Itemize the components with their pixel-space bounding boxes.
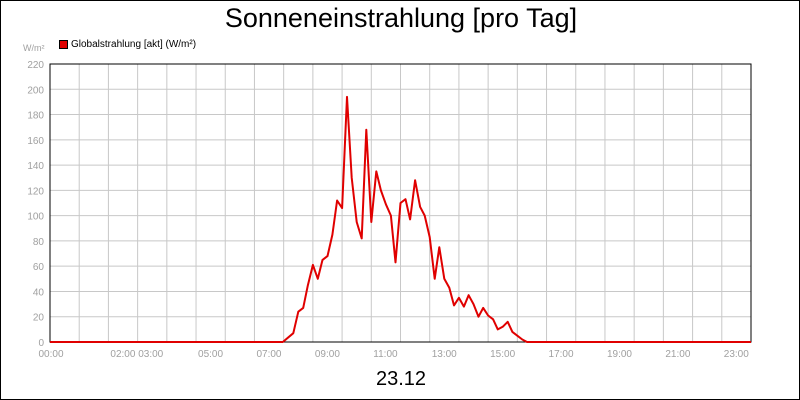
- y-tick-label: 120: [27, 186, 44, 197]
- x-tick-label: 05:00: [198, 349, 223, 360]
- y-tick-label: 100: [27, 212, 44, 223]
- y-tick-label: 80: [33, 237, 45, 248]
- x-tick-label: 17:00: [549, 349, 574, 360]
- y-axis-ticks: 0 20 40 60 80 100 120 140 160 180 200 220: [27, 60, 44, 349]
- x-tick-label: 21:00: [665, 349, 690, 360]
- x-tick-label: 00:00: [38, 349, 63, 360]
- y-tick-label: 160: [27, 136, 44, 147]
- x-tick-label: 19:00: [607, 349, 632, 360]
- x-tick-label: 11:00: [373, 349, 398, 360]
- x-tick-label: 13:00: [432, 349, 457, 360]
- legend-swatch: [59, 40, 68, 49]
- legend-label: Globalstrahlung [akt] (W/m²): [71, 39, 197, 50]
- series-line: [50, 95, 751, 343]
- y-tick-label: 20: [33, 313, 45, 324]
- y-tick-label: 60: [33, 262, 45, 273]
- plot-border: [49, 63, 752, 343]
- y-tick-label: 40: [33, 287, 45, 298]
- x-tick-label: 02:00 03:00: [110, 349, 163, 360]
- y-tick-label: 0: [38, 338, 44, 349]
- x-axis-ticks: 00:00 02:00 03:00 05:00 07:00 09:00 11:00 13:0…: [38, 349, 749, 360]
- y-tick-label: 180: [27, 111, 44, 122]
- x-tick-label: 09:00: [315, 349, 340, 360]
- chart-subtitle: 23.12: [375, 368, 427, 390]
- y-tick-label: 200: [27, 85, 44, 96]
- y-tick-label: 140: [27, 161, 44, 172]
- x-tick-label: 23:00: [724, 349, 749, 360]
- x-tick-label: 15:00: [490, 349, 515, 360]
- y-tick-label: 220: [27, 60, 44, 71]
- x-tick-label: 07:00: [256, 349, 281, 360]
- legend: Globalstrahlung [akt] (W/m²): [59, 39, 196, 50]
- chart-title: Sonneneinstrahlung [pro Tag]: [224, 3, 578, 33]
- y-axis-unit: W/m²: [23, 43, 45, 53]
